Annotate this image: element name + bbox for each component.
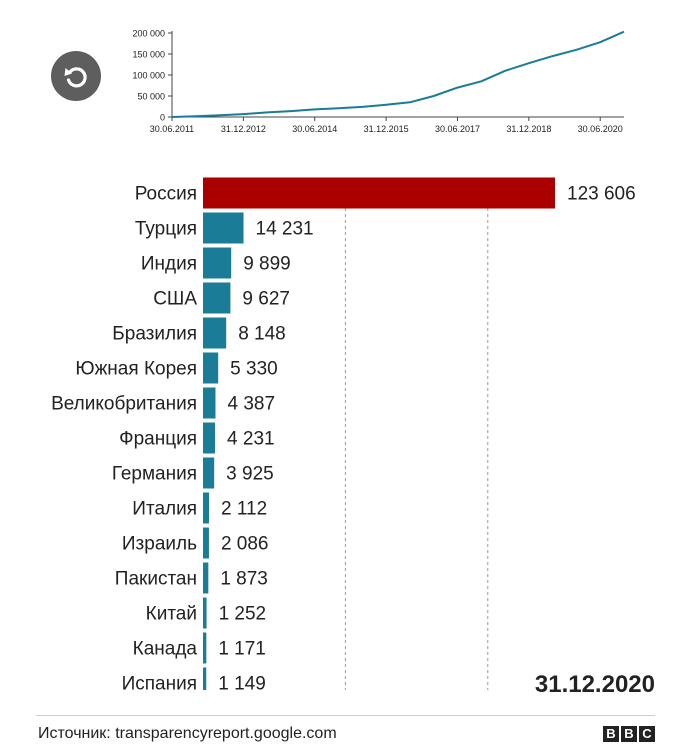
x-tick-label: 31.12.2012 [221, 124, 266, 134]
bar-category-label: Россия [135, 184, 197, 205]
bar [203, 597, 207, 629]
replay-icon [64, 67, 87, 88]
bar-category-label: Испания [122, 674, 197, 691]
bar-value-label: 9 627 [242, 289, 290, 310]
bar-category-label: Южная Корея [75, 359, 197, 380]
bar-category-label: Китай [146, 604, 197, 625]
bbc-logo-letter: B [621, 726, 637, 742]
bar-value-label: 2 112 [221, 499, 267, 520]
bar-category-label: Израиль [122, 534, 197, 555]
bar-category-label: Великобритания [51, 394, 197, 415]
bar [203, 527, 209, 559]
bar-value-label: 1 149 [218, 674, 266, 691]
bar [203, 632, 207, 664]
x-tick-label: 30.06.2020 [578, 124, 623, 134]
bar [203, 422, 216, 454]
bar [203, 212, 244, 244]
bar-value-label: 8 148 [238, 324, 286, 345]
cumulative-line-chart: 0 50 000 100 000 150 000 200 000 30.06.2011 31… [132, 29, 625, 134]
bar-value-label: 4 387 [227, 394, 275, 415]
series-line [171, 30, 625, 118]
bar [203, 387, 216, 419]
bar [203, 562, 209, 594]
bar-category-label: Германия [112, 464, 197, 485]
x-tick-label: 30.06.2014 [292, 124, 337, 134]
bar-category-label: Бразилия [112, 324, 197, 345]
y-tick-label: 0 [160, 113, 165, 123]
bar-value-label: 2 086 [221, 534, 269, 555]
bar-value-label: 3 925 [226, 464, 274, 485]
bar-value-label: 4 231 [227, 429, 275, 450]
bbc-logo-letter: B [603, 726, 619, 742]
x-tick-label: 31.12.2018 [506, 124, 551, 134]
y-tick-label: 50 000 [137, 92, 165, 102]
footer-divider [36, 715, 655, 716]
country-bar-chart: Россия 123 606 Турция 14 231 Индия 9 899 США 9 … [51, 177, 636, 691]
bar [203, 177, 555, 209]
bar-category-label: Пакистан [115, 569, 197, 590]
bar-category-label: Индия [141, 254, 197, 275]
source-text: Источник: transparencyreport.google.com [38, 725, 337, 742]
bar-category-label: Канада [133, 639, 198, 660]
y-tick-label: 200 000 [132, 29, 165, 39]
bar-value-label: 1 171 [218, 639, 266, 660]
x-tick-label: 31.12.2015 [364, 124, 409, 134]
x-tick-label: 30.06.2011 [150, 124, 194, 134]
bar-value-label: 14 231 [256, 219, 314, 240]
bar-category-label: Франция [119, 429, 197, 450]
y-tick-label: 100 000 [132, 71, 165, 81]
bar [203, 352, 219, 384]
bar [203, 282, 231, 314]
bar-value-label: 5 330 [230, 359, 278, 380]
bar-category-label: Турция [135, 219, 197, 240]
bar-value-label: 1 873 [220, 569, 268, 590]
bar-value-label: 1 252 [219, 604, 267, 625]
bar-value-label: 9 899 [243, 254, 291, 275]
bar [203, 492, 210, 524]
bar-category-label: Италия [132, 499, 197, 520]
replay-button[interactable] [51, 51, 101, 101]
y-tick-label: 150 000 [132, 50, 165, 60]
bar [203, 247, 232, 279]
bar [203, 317, 227, 349]
bar-category-label: США [153, 289, 197, 310]
bar [203, 457, 215, 489]
bar [203, 667, 207, 690]
x-tick-label: 30.06.2017 [435, 124, 480, 134]
date-stamp: 31.12.2020 [534, 671, 655, 698]
bbc-logo-letter: C [639, 726, 655, 742]
bbc-logo: B B C [603, 726, 655, 742]
bar-value-label: 123 606 [567, 184, 636, 205]
